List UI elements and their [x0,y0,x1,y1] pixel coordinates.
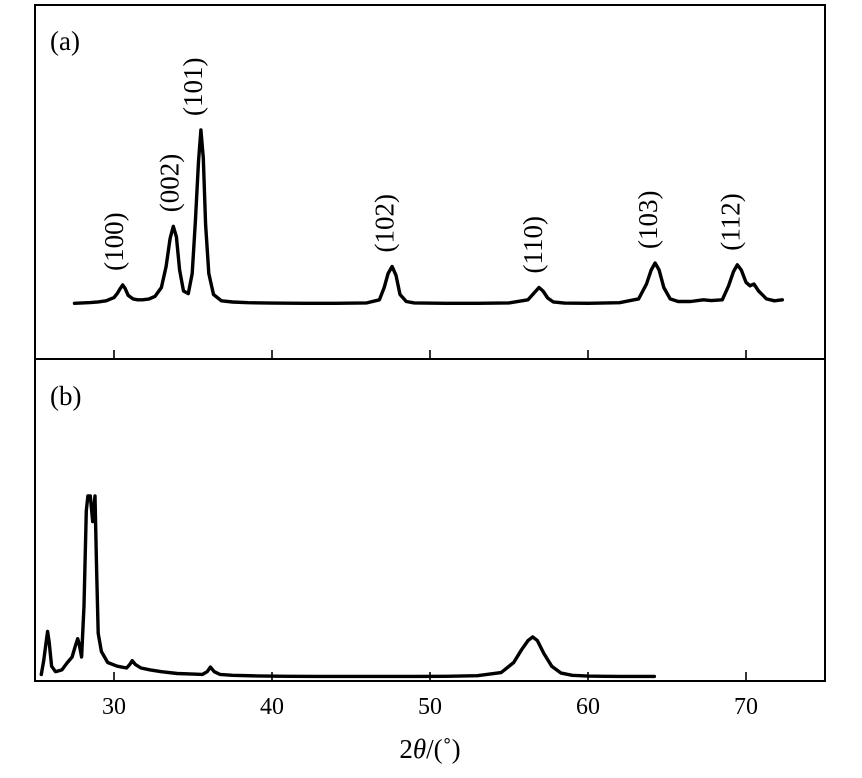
panel-a-peak-labels: (100) (002) (101) (102) (110) (103) (112) [99,58,745,274]
panel-b-xrd-trace [39,494,657,679]
panel-b: (b) [39,381,747,681]
peak-label-102: (102) [369,194,399,252]
panel-b-x-ticks [113,672,747,681]
panel-a-xrd-trace [72,128,784,305]
x-tick-label-30: 30 [102,694,126,720]
panel-a: (a) (100) (002) (101) (102) (110) (103) (112) [50,26,784,359]
x-tick-labels: 30 40 50 60 70 [102,694,758,720]
x-tick-label-50: 50 [418,694,442,720]
peak-label-103: (103) [633,191,663,249]
peak-label-110: (110) [518,216,548,273]
panel-a-label: (a) [50,26,80,56]
peak-label-100: (100) [99,212,129,270]
x-tick-label-60: 60 [576,694,600,720]
x-tick-label-40: 40 [260,694,284,720]
x-axis-title: 2θ/(˚) [399,734,460,764]
panel-b-label: (b) [50,381,81,411]
peak-label-101: (101) [178,58,208,116]
plot-frame [34,4,826,682]
peak-label-112: (112) [715,193,745,250]
peak-label-002: (002) [154,154,184,212]
panel-a-x-ticks [113,350,747,359]
x-tick-label-70: 70 [734,694,758,720]
